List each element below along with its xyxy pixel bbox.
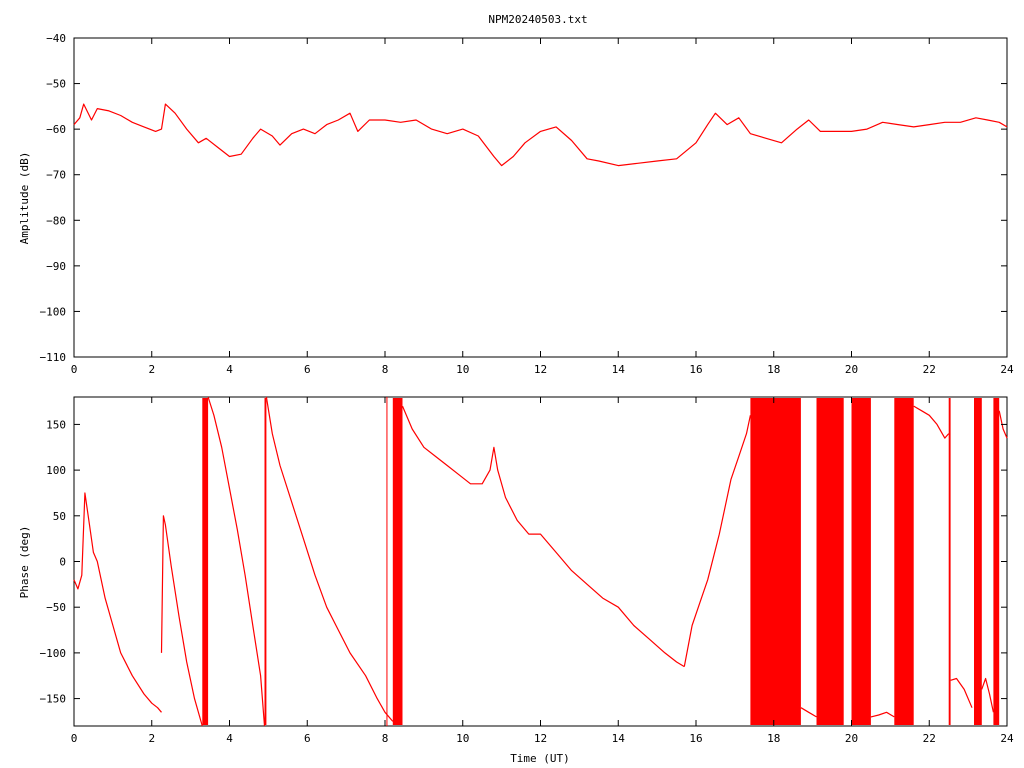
amplitude-series: [73, 103, 1008, 167]
phase-x-tick-label: 0: [71, 732, 78, 745]
phase-series-line: [73, 492, 162, 713]
amplitude-x-tick-label: 8: [382, 363, 389, 376]
phase-y-tick-label: 100: [46, 464, 66, 477]
amplitude-y-tick-label: −60: [46, 123, 66, 136]
phase-series-line: [981, 677, 994, 713]
phase-y-tick-label: 0: [59, 556, 66, 569]
amplitude-y-tick-label: −100: [40, 305, 67, 318]
amplitude-y-tick-label: −110: [40, 351, 67, 364]
phase-x-tick-label: 16: [689, 732, 702, 745]
amplitude-plot-frame: [73, 37, 1008, 358]
phase-x-tick-label: 12: [534, 732, 547, 745]
amplitude-y-axis-label: Amplitude (dB): [18, 152, 31, 245]
amplitude-x-tick-label: 12: [534, 363, 547, 376]
phase-series-line: [998, 410, 1008, 439]
amplitude-panel: 0 2 4 6 8 10 12 14 16 18 20 22 24−110−100−90−80−70−6…: [18, 32, 1014, 376]
amplitude-y-tick-label: −50: [46, 78, 66, 91]
phase-ticks: 0 2 4 6 8 10 12 14 16 18 20 22 24−150−100−5005010015…: [40, 397, 1014, 745]
phase-series-line: [683, 415, 751, 667]
phase-x-tick-label: 2: [148, 732, 155, 745]
amplitude-y-tick-label: −80: [46, 214, 66, 227]
phase-x-tick-label: 8: [382, 732, 389, 745]
phase-series-line: [913, 405, 950, 439]
amplitude-x-tick-label: 16: [689, 363, 702, 376]
amplitude-x-tick-label: 20: [845, 363, 858, 376]
amplitude-x-tick-label: 6: [304, 363, 311, 376]
phase-wrap-band: [974, 398, 982, 725]
phase-series-line: [207, 396, 266, 727]
phase-x-tick-label: 22: [923, 732, 936, 745]
phase-y-axis-label: Phase (deg): [18, 526, 31, 599]
phase-wrap-bands: [202, 397, 1000, 726]
phase-series-line: [950, 677, 973, 708]
phase-series-line: [800, 707, 817, 718]
amplitude-ticks: 0 2 4 6 8 10 12 14 16 18 20 22 24−110−100−90−80−70−6…: [40, 32, 1014, 376]
x-axis-label: Time (UT): [510, 752, 570, 765]
phase-series: [73, 396, 1008, 727]
amplitude-x-tick-label: 18: [767, 363, 780, 376]
phase-wrap-band: [948, 398, 951, 725]
amplitude-x-tick-label: 4: [226, 363, 233, 376]
amplitude-x-tick-label: 14: [612, 363, 626, 376]
phase-y-tick-label: 150: [46, 418, 66, 431]
amplitude-x-tick-label: 2: [148, 363, 155, 376]
phase-wrap-band: [392, 398, 403, 725]
phase-wrap-band: [750, 398, 801, 725]
phase-y-tick-label: 50: [53, 510, 66, 523]
amplitude-x-tick-label: 0: [71, 363, 78, 376]
phase-series-line: [870, 711, 895, 718]
phase-y-tick-label: −50: [46, 601, 66, 614]
phase-wrap-band: [894, 398, 914, 725]
phase-y-tick-label: −150: [40, 693, 67, 706]
phase-y-tick-label: −100: [40, 647, 67, 660]
amplitude-x-tick-label: 24: [1000, 363, 1014, 376]
phase-x-tick-label: 20: [845, 732, 858, 745]
phase-panel: 0 2 4 6 8 10 12 14 16 18 20 22 24−150−100−5005010015…: [18, 396, 1014, 765]
amplitude-x-tick-label: 22: [923, 363, 936, 376]
phase-wrap-band: [993, 398, 1000, 725]
chart-title: NPM20240503.txt: [488, 13, 587, 26]
phase-wrap-band: [851, 398, 871, 725]
phase-wrap-band: [264, 398, 267, 725]
phase-series-line: [401, 405, 685, 668]
phase-x-tick-label: 6: [304, 732, 311, 745]
amplitude-y-tick-label: −90: [46, 260, 66, 273]
phase-x-tick-label: 14: [612, 732, 626, 745]
phase-x-tick-label: 4: [226, 732, 233, 745]
phase-series-line: [160, 515, 203, 727]
phase-x-tick-label: 18: [767, 732, 780, 745]
phase-wrap-band: [816, 398, 844, 725]
amplitude-y-tick-label: −70: [46, 169, 66, 182]
phase-x-tick-label: 24: [1000, 732, 1014, 745]
phase-wrap-band: [202, 398, 209, 725]
amplitude-x-tick-label: 10: [456, 363, 469, 376]
amplitude-series-line: [73, 103, 1008, 167]
phase-x-tick-label: 10: [456, 732, 469, 745]
amplitude-y-tick-label: −40: [46, 32, 66, 45]
phase-series-line: [265, 396, 394, 722]
